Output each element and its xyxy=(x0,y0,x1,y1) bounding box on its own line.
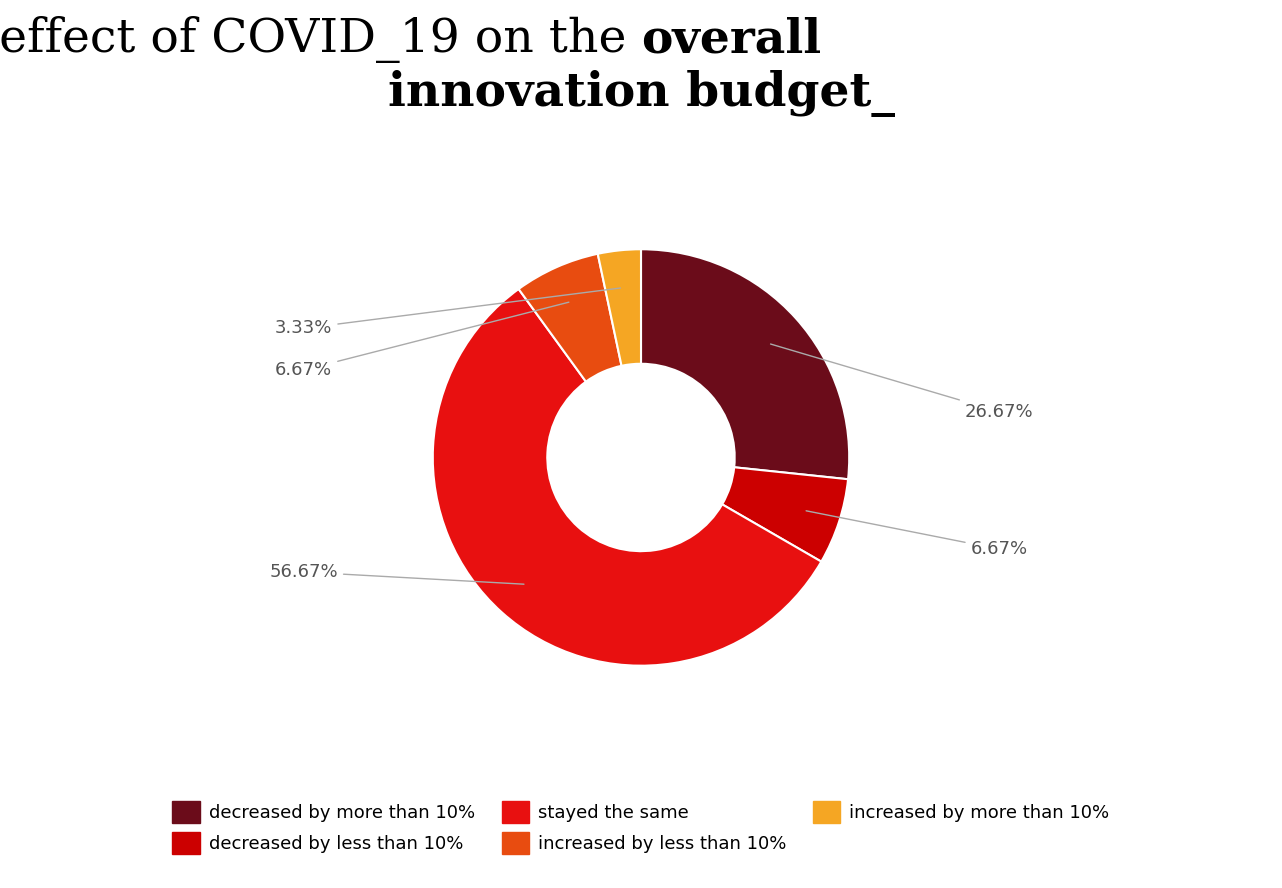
Text: 56.67%: 56.67% xyxy=(269,563,524,584)
Wedge shape xyxy=(433,289,822,666)
Wedge shape xyxy=(519,254,622,382)
Text: The effect of COVID_19 on the: The effect of COVID_19 on the xyxy=(0,17,641,63)
Text: 6.67%: 6.67% xyxy=(806,511,1028,558)
Legend: decreased by more than 10%, decreased by less than 10%, stayed the same, increas: decreased by more than 10%, decreased by… xyxy=(165,794,1117,861)
Wedge shape xyxy=(641,250,849,480)
Wedge shape xyxy=(597,250,641,366)
Text: innovation budget_: innovation budget_ xyxy=(387,70,895,116)
Text: 6.67%: 6.67% xyxy=(276,302,569,379)
Text: 26.67%: 26.67% xyxy=(770,344,1033,421)
Wedge shape xyxy=(722,467,849,561)
Text: 3.33%: 3.33% xyxy=(276,288,620,337)
Text: overall: overall xyxy=(641,17,822,63)
